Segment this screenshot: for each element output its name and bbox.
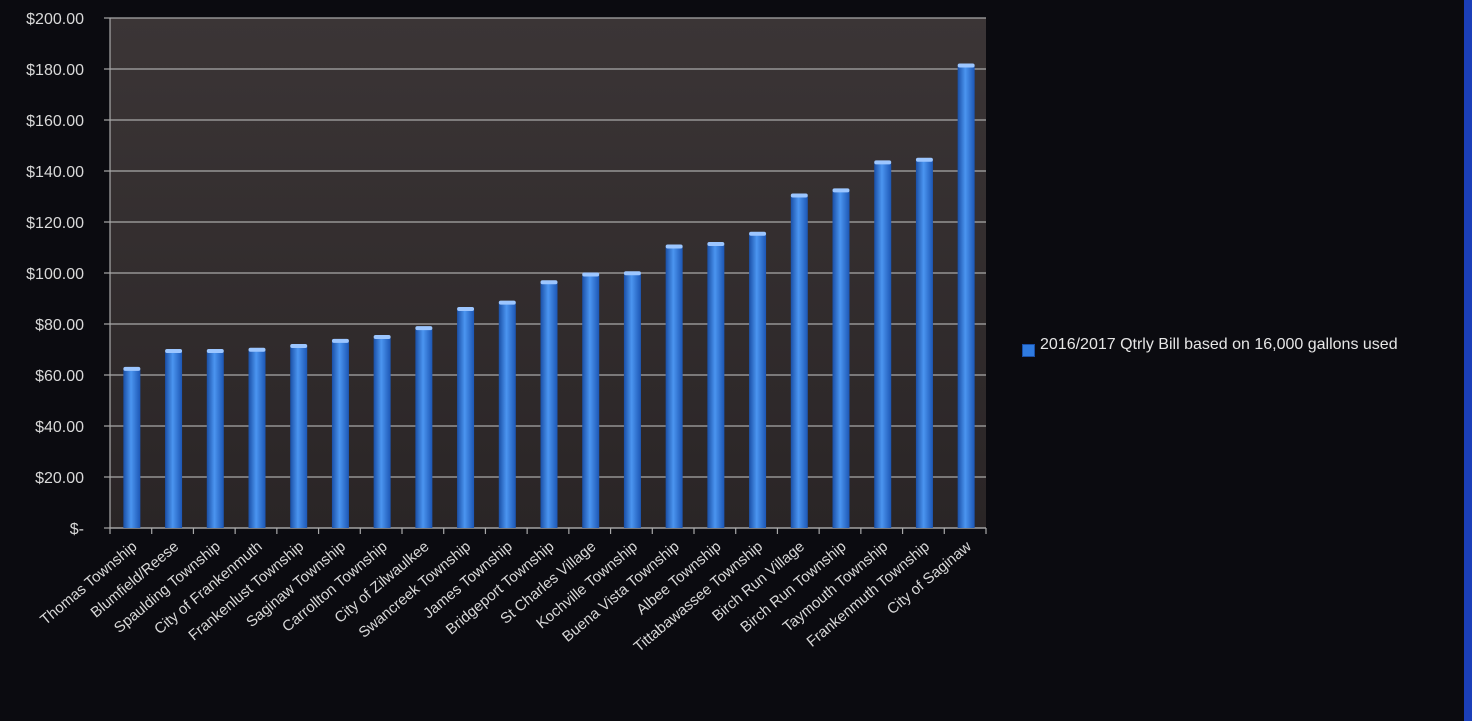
bar-14 [707, 244, 725, 528]
y-tick-label: $200.00 [26, 11, 84, 28]
y-tick-label: $160.00 [26, 113, 84, 130]
y-tick-label: $80.00 [35, 317, 84, 334]
legend-swatch [1022, 344, 1035, 357]
bar-cap-18 [874, 160, 892, 165]
y-tick-label: $20.00 [35, 470, 84, 487]
bar-cap-1 [165, 349, 183, 354]
bar-20 [957, 66, 975, 528]
bar-7 [415, 329, 433, 528]
legend: 2016/2017 Qtrly Bill based on 16,000 gal… [1022, 334, 1462, 357]
bar-3 [248, 350, 266, 528]
bar-2 [206, 352, 224, 528]
bar-cap-9 [498, 300, 516, 305]
legend-label: 2016/2017 Qtrly Bill based on 16,000 gal… [1040, 336, 1398, 353]
bar-cap-8 [457, 306, 475, 311]
y-tick-label: $100.00 [26, 266, 84, 283]
bar-cap-10 [540, 280, 558, 285]
bar-8 [457, 309, 475, 528]
bar-cap-15 [749, 231, 767, 236]
bar-cap-17 [832, 188, 850, 193]
y-tick-label: $180.00 [26, 62, 84, 79]
bar-13 [665, 247, 683, 528]
bar-1 [165, 352, 183, 528]
y-tick-label: $40.00 [35, 419, 84, 436]
bar-cap-20 [957, 63, 975, 68]
bar-12 [623, 274, 641, 528]
bar-18 [874, 163, 892, 528]
bar-15 [749, 234, 767, 528]
bar-cap-14 [707, 241, 725, 246]
bar-cap-12 [623, 271, 641, 276]
bar-10 [540, 283, 558, 528]
bar-16 [790, 196, 808, 528]
bar-cap-0 [123, 366, 141, 371]
bar-9 [498, 303, 516, 528]
bar-4 [290, 346, 308, 528]
bar-cap-7 [415, 326, 433, 331]
bar-cap-11 [582, 272, 600, 277]
bar-11 [582, 275, 600, 528]
slide-edge-accent [1464, 0, 1472, 721]
y-tick-label: $- [70, 521, 84, 538]
bar-cap-2 [206, 349, 224, 354]
bar-5 [331, 341, 349, 528]
y-tick-label: $120.00 [26, 215, 84, 232]
bar-17 [832, 191, 850, 528]
y-tick-label: $60.00 [35, 368, 84, 385]
bar-cap-6 [373, 335, 391, 340]
bar-19 [915, 160, 933, 529]
bar-cap-16 [790, 193, 808, 198]
bar-0 [123, 369, 141, 528]
y-tick-label: $140.00 [26, 164, 84, 181]
bar-cap-19 [915, 157, 933, 162]
bar-6 [373, 338, 391, 528]
bar-cap-4 [290, 343, 308, 348]
bar-cap-5 [331, 338, 349, 343]
bar-cap-3 [248, 347, 266, 352]
bar-cap-13 [665, 244, 683, 249]
